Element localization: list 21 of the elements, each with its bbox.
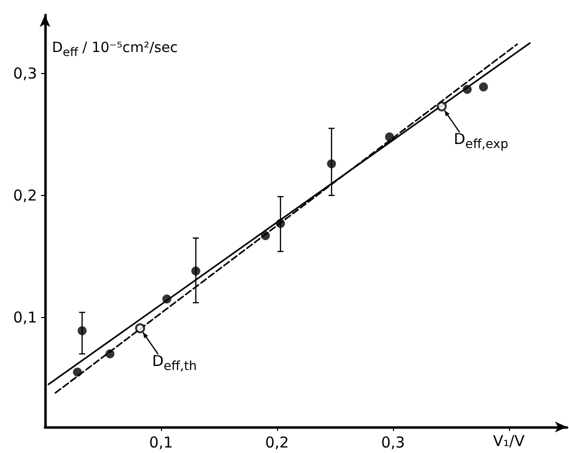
- y-tick-label: 0,2: [13, 186, 37, 204]
- point: [327, 159, 336, 168]
- point: [260, 231, 270, 240]
- y-tick-label: 0,1: [13, 308, 37, 326]
- point: [78, 326, 87, 336]
- x-axis-title: V₁/V: [493, 432, 525, 450]
- point: [72, 368, 82, 377]
- x-tick-label: 0,1: [149, 434, 173, 452]
- annotation: D$_{eff,th}$: [152, 352, 197, 374]
- y-axis-title: D$_{eff}$ / 10⁻⁵cm²/sec: [52, 40, 178, 59]
- point: [478, 82, 488, 92]
- point: [191, 266, 200, 276]
- point: [462, 84, 472, 94]
- x-tick-label: 0,2: [265, 434, 289, 452]
- point: [162, 294, 172, 304]
- y-tick-label: 0,3: [13, 64, 37, 83]
- point: [105, 349, 114, 358]
- x-tick-label: 0,3: [381, 434, 405, 452]
- annotation: D$_{eff,exp}$: [454, 130, 508, 152]
- point: [385, 132, 394, 142]
- point: [276, 218, 285, 228]
